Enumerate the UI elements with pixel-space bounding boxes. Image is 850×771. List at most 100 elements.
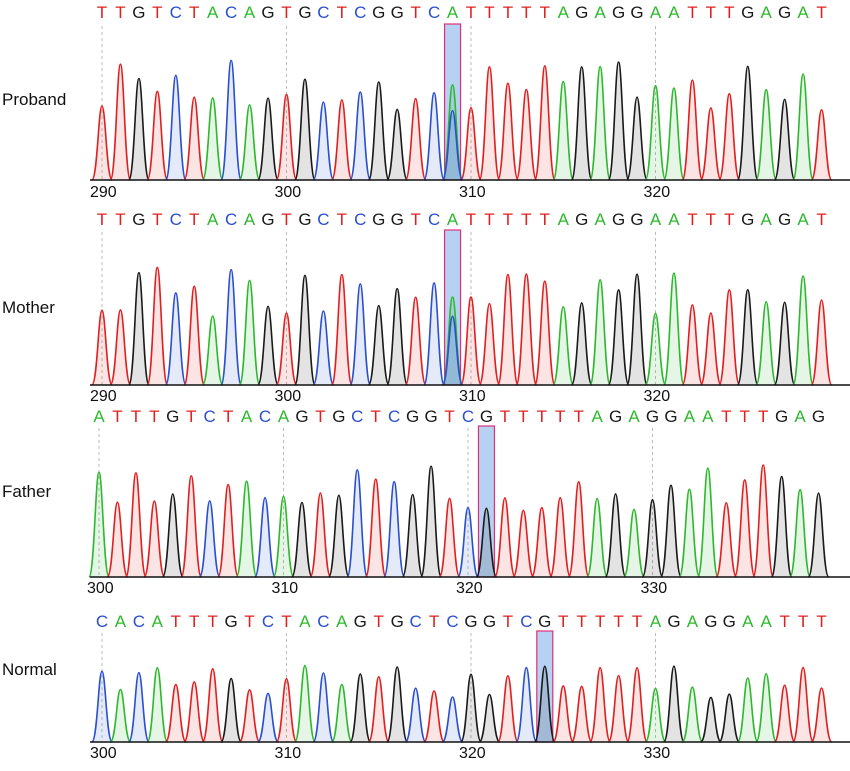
peak-T bbox=[404, 97, 427, 181]
peak-T bbox=[607, 674, 630, 743]
peak-G bbox=[420, 465, 443, 578]
base-letter: T bbox=[518, 407, 528, 426]
base-letter: G bbox=[424, 407, 437, 426]
position-tick: 290 bbox=[90, 184, 117, 201]
peak-A bbox=[755, 301, 778, 386]
base-letter: A bbox=[668, 210, 680, 229]
base-letter: G bbox=[741, 210, 754, 229]
base-letter: A bbox=[447, 210, 459, 229]
base-letter: G bbox=[406, 407, 419, 426]
base-letter: T bbox=[444, 407, 454, 426]
base-letter: T bbox=[503, 3, 513, 22]
base-letter: T bbox=[189, 210, 199, 229]
position-tick: 290 bbox=[90, 388, 117, 405]
peak-C bbox=[220, 268, 243, 386]
peak-C bbox=[441, 696, 464, 743]
base-letter: A bbox=[650, 210, 662, 229]
base-letter: T bbox=[281, 612, 291, 631]
peak-G bbox=[570, 302, 593, 386]
peak-G bbox=[626, 273, 648, 386]
position-tick: 320 bbox=[644, 184, 671, 201]
base-letter: A bbox=[650, 612, 662, 631]
base-letter: A bbox=[278, 407, 290, 426]
peak-A bbox=[644, 687, 667, 743]
base-letter: T bbox=[724, 3, 734, 22]
position-tick: 310 bbox=[275, 745, 302, 762]
base-letter: T bbox=[521, 210, 531, 229]
base-letter: T bbox=[171, 612, 181, 631]
base-letter: A bbox=[93, 407, 105, 426]
peak-A bbox=[586, 497, 609, 578]
base-letter: C bbox=[351, 407, 363, 426]
base-letter: T bbox=[540, 210, 550, 229]
base-letter: T bbox=[186, 407, 196, 426]
peak-C bbox=[127, 671, 150, 743]
position-tick: 300 bbox=[275, 184, 302, 201]
base-letter: A bbox=[687, 612, 699, 631]
base-letter: T bbox=[537, 407, 547, 426]
base-letter: A bbox=[594, 210, 606, 229]
position-tick: 320 bbox=[456, 580, 483, 597]
peak-T bbox=[715, 502, 738, 578]
peak-T bbox=[478, 65, 501, 181]
peak-G bbox=[570, 66, 593, 181]
peak-C bbox=[312, 672, 335, 743]
base-letter: T bbox=[466, 210, 476, 229]
peak-G bbox=[718, 693, 741, 743]
base-letter: C bbox=[428, 210, 440, 229]
secondary-peak bbox=[441, 315, 464, 386]
base-letter: T bbox=[152, 3, 162, 22]
peak-C bbox=[254, 496, 276, 578]
base-letter: G bbox=[298, 210, 311, 229]
peak-G bbox=[367, 304, 390, 386]
peak-A bbox=[552, 306, 575, 386]
peak-G bbox=[736, 288, 759, 386]
peak-T bbox=[773, 684, 796, 743]
base-letter: T bbox=[223, 407, 233, 426]
peak-T bbox=[681, 304, 704, 386]
base-letter: G bbox=[630, 3, 643, 22]
base-letter: T bbox=[208, 612, 218, 631]
base-letter: G bbox=[775, 407, 788, 426]
peak-A bbox=[201, 315, 224, 386]
base-letter: T bbox=[281, 3, 291, 22]
base-letter: T bbox=[484, 210, 494, 229]
peak-G bbox=[386, 108, 409, 181]
base-letter: G bbox=[575, 210, 588, 229]
peak-C bbox=[312, 310, 335, 386]
peak-A bbox=[681, 686, 704, 743]
base-letter: A bbox=[115, 612, 127, 631]
position-tick: 310 bbox=[459, 184, 486, 201]
base-letter: G bbox=[609, 407, 622, 426]
base-letter: G bbox=[812, 407, 825, 426]
base-letter: T bbox=[244, 612, 254, 631]
base-letter: A bbox=[628, 407, 640, 426]
peak-A bbox=[678, 488, 701, 578]
peak-T bbox=[533, 280, 556, 386]
peak-T bbox=[124, 472, 147, 578]
base-letter: A bbox=[207, 3, 219, 22]
base-letter: C bbox=[170, 210, 182, 229]
base-letter: T bbox=[503, 612, 513, 631]
position-tick: 330 bbox=[644, 745, 671, 762]
base-letter: C bbox=[225, 210, 237, 229]
base-letter: T bbox=[540, 3, 550, 22]
peak-A bbox=[235, 480, 258, 578]
peak-T bbox=[183, 285, 206, 386]
peak-G bbox=[699, 696, 722, 743]
base-letter: T bbox=[97, 3, 107, 22]
base-letter: C bbox=[225, 3, 237, 22]
peak-A bbox=[330, 683, 353, 743]
base-letter: T bbox=[595, 612, 605, 631]
base-letter: T bbox=[798, 612, 808, 631]
base-letter: A bbox=[594, 3, 606, 22]
base-letter: A bbox=[684, 407, 696, 426]
base-letter: G bbox=[778, 3, 791, 22]
base-letter: T bbox=[152, 210, 162, 229]
peak-G bbox=[663, 665, 685, 743]
peak-C bbox=[423, 91, 446, 181]
base-letter: A bbox=[794, 407, 806, 426]
peak-G bbox=[773, 98, 796, 181]
